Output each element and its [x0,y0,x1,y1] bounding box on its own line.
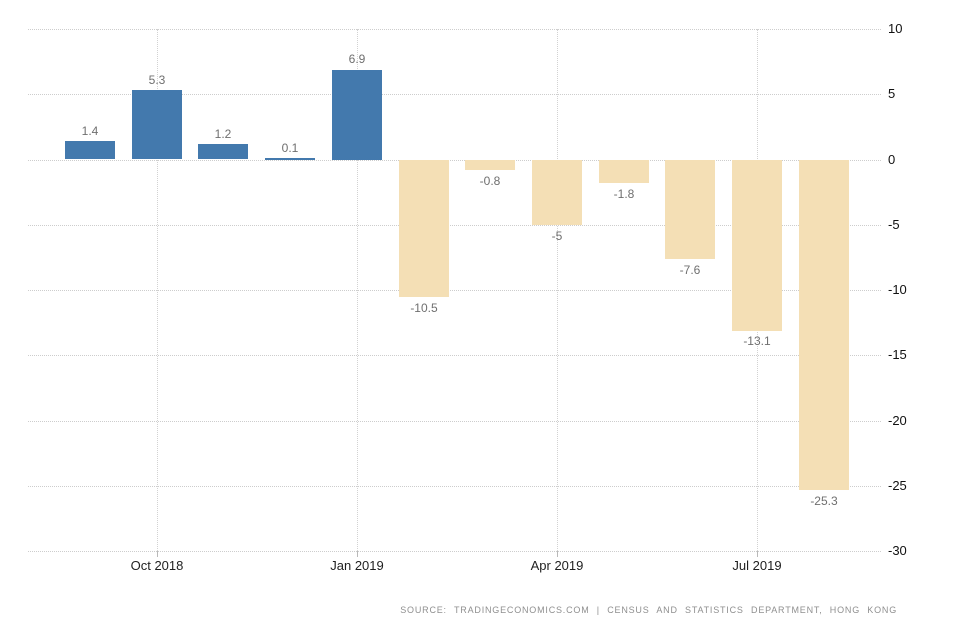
grid-hline [28,355,881,356]
bar[interactable] [732,159,782,331]
grid-vline [557,29,558,551]
bar[interactable] [599,159,649,183]
bar-value-label: 6.9 [348,52,366,66]
grid-hline [28,421,881,422]
bar[interactable] [465,159,515,170]
bar[interactable] [332,69,382,160]
grid-hline [28,290,881,291]
bar-value-label: -10.5 [410,301,438,315]
x-tick-label: Oct 2018 [130,558,184,573]
bar-value-label: 5.3 [148,73,166,87]
x-tick [357,551,358,557]
source-credit: SOURCE: TRADINGECONOMICS.COM | CENSUS AN… [400,605,897,615]
x-tick [757,551,758,557]
bar[interactable] [65,141,115,160]
grid-hline [28,94,881,95]
bar[interactable] [132,90,182,160]
y-tick-label: -5 [888,217,900,232]
grid-vline [157,29,158,551]
x-tick-label: Apr 2019 [530,558,584,573]
y-tick-label: 5 [888,86,896,101]
bar-value-label: -0.8 [479,174,501,188]
grid-vline [357,29,358,551]
grid-hline [28,486,881,487]
bar-value-label: 0.1 [281,141,299,155]
bar-value-label: -7.6 [679,263,701,277]
bar-value-label: -1.8 [613,187,635,201]
bar[interactable] [399,159,449,297]
x-tick [157,551,158,557]
x-tick-label: Jan 2019 [330,558,384,573]
x-tick [557,551,558,557]
grid-hline [28,29,881,30]
y-tick-label: -10 [888,282,907,297]
bar[interactable] [799,159,849,490]
y-tick-label: 0 [888,152,896,167]
bar[interactable] [665,159,715,259]
bar-value-label: 1.4 [81,124,99,138]
grid-hline [28,225,881,226]
y-tick-label: -20 [888,413,907,428]
y-tick-label: -15 [888,347,907,362]
bar-value-label: -5 [551,229,563,243]
y-tick-label: -30 [888,543,907,558]
y-tick-label: -25 [888,478,907,493]
bar-value-label: -13.1 [743,334,771,348]
x-tick-label: Jul 2019 [732,558,782,573]
bar-value-label: -25.3 [810,494,838,508]
bar[interactable] [198,143,248,160]
bar-value-label: 1.2 [214,127,232,141]
bar[interactable] [532,159,582,225]
grid-hline [28,551,881,552]
y-tick-label: 10 [888,21,903,36]
grid-hline [28,160,881,161]
bar[interactable] [265,158,315,160]
